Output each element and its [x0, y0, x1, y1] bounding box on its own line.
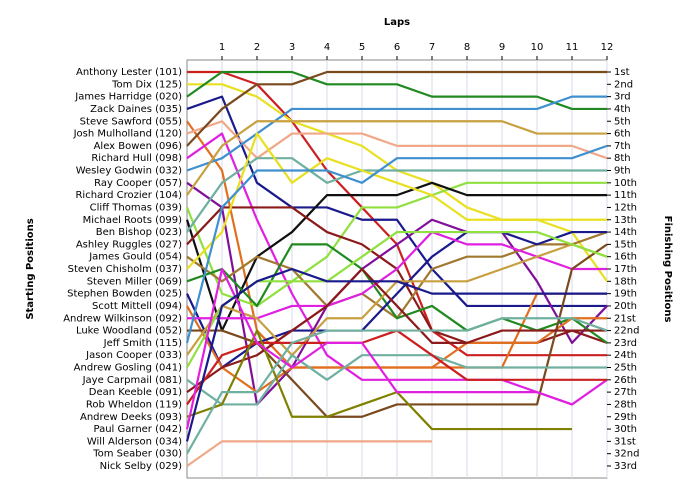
driver-line	[186, 70, 607, 111]
driver-label: Stephen Bowden (025)	[67, 289, 182, 300]
driver-label: Steven Chisholm (037)	[68, 264, 182, 275]
y2-tick-label: 1st	[614, 67, 630, 78]
y2-tick-label: 17th	[614, 264, 637, 275]
y2-tick-label: 31st	[614, 436, 636, 447]
y2-tick-label: 22nd	[614, 326, 639, 337]
driver-label: Ben Bishop (023)	[96, 227, 182, 238]
y2-tick-label: 11th	[614, 190, 637, 201]
y2-tick-label: 26th	[614, 375, 637, 386]
driver-label: James Gould (054)	[88, 252, 182, 263]
y2-tick-label: 13th	[614, 215, 637, 226]
y2-tick-label: 33rd	[614, 461, 637, 472]
driver-line	[186, 120, 607, 196]
y2-axis-label: Finishing Positions	[662, 216, 673, 323]
y2-tick-label: 6th	[614, 129, 631, 140]
y-axis-label: Starting Positions	[25, 218, 36, 319]
driver-label: Dean Keeble (091)	[89, 387, 182, 398]
y2-tick-label: 21st	[614, 313, 636, 324]
driver-label: Nick Selby (029)	[100, 461, 182, 472]
y2-tick-label: 4th	[614, 104, 631, 115]
x-tick-label: 12	[601, 42, 614, 53]
driver-label: Andrew Wilkinson (092)	[63, 313, 182, 324]
driver-label: Richard Crozier (104)	[75, 190, 182, 201]
x-tick-label: 2	[254, 42, 260, 53]
driver-line	[186, 317, 608, 455]
y2-tick-label: 7th	[614, 141, 631, 152]
driver-label: Luke Woodland (052)	[76, 326, 182, 337]
y2-tick-label: 15th	[614, 239, 637, 250]
driver-label: Will Alderson (034)	[87, 436, 182, 447]
y2-tick-label: 5th	[614, 116, 631, 127]
y2-tick-label: 32nd	[614, 449, 639, 460]
x-tick-label: 8	[464, 42, 470, 53]
chart-title: Laps	[384, 17, 410, 28]
driver-label: James Harridge (020)	[74, 92, 182, 103]
y2-tick-label: 28th	[614, 399, 637, 410]
driver-label: Andrew Deeks (093)	[80, 412, 182, 423]
y2-tick-label: 24th	[614, 350, 637, 361]
driver-label: Scott Mittell (094)	[92, 301, 182, 312]
y2-tick-label: 14th	[614, 227, 637, 238]
driver-line	[186, 354, 607, 406]
driver-line	[185, 144, 608, 344]
driver-label: Wesley Godwin (032)	[76, 166, 182, 177]
driver-line	[186, 95, 607, 308]
x-tick-label: 3	[289, 42, 295, 53]
x-tick-label: 1	[219, 42, 225, 53]
driver-label: Zack Daines (035)	[90, 104, 182, 115]
driver-line	[186, 440, 432, 467]
x-tick-label: 7	[429, 42, 435, 53]
y2-tick-label: 9th	[614, 166, 631, 177]
driver-line	[185, 267, 573, 430]
driver-line	[186, 70, 607, 147]
driver-label: Rob Wheldon (119)	[86, 399, 182, 410]
y2-tick-label: 3rd	[614, 92, 631, 103]
driver-label: Tom Dix (125)	[111, 79, 182, 90]
driver-label: Jeff Smith (115)	[103, 338, 182, 349]
driver-label: Andrew Gosling (041)	[74, 363, 182, 374]
driver-label: Alex Bowen (096)	[94, 141, 183, 152]
driver-label: Cliff Thomas (039)	[90, 202, 182, 213]
driver-label: Richard Hull (098)	[91, 153, 182, 164]
driver-label: Jaye Carpmail (081)	[82, 375, 182, 386]
y2-tick-label: 16th	[614, 252, 637, 263]
y2-tick-label: 18th	[614, 276, 637, 287]
driver-label: Ray Cooper (057)	[94, 178, 182, 189]
y2-tick-label: 2nd	[614, 79, 633, 90]
driver-line	[185, 267, 607, 442]
y2-tick-label: 25th	[614, 363, 637, 374]
y2-tick-label: 30th	[614, 424, 637, 435]
driver-label: Paul Garner (042)	[94, 424, 183, 435]
x-tick-label: 4	[324, 42, 330, 53]
y2-tick-label: 27th	[614, 387, 637, 398]
y2-tick-label: 20th	[614, 301, 637, 312]
x-tick-label: 9	[499, 42, 505, 53]
driver-label: Michael Roots (099)	[83, 215, 183, 226]
x-tick-label: 6	[394, 42, 400, 53]
driver-label: Steven Miller (069)	[87, 276, 182, 287]
driver-line	[186, 329, 572, 431]
x-tick-label: 11	[566, 42, 579, 53]
driver-label: Ashley Ruggles (027)	[76, 239, 182, 250]
driver-label: Steve Sawford (055)	[80, 116, 182, 127]
driver-label: Josh Mulholland (120)	[73, 129, 183, 140]
driver-line	[186, 267, 607, 394]
y2-tick-label: 10th	[614, 178, 637, 189]
driver-line	[186, 132, 607, 270]
x-tick-label: 10	[531, 42, 544, 53]
driver-label: Tom Seaber (030)	[92, 449, 182, 460]
x-tick-label: 5	[359, 42, 365, 53]
driver-line	[186, 157, 607, 233]
driver-label: Jason Cooper (033)	[85, 350, 182, 361]
driver-label: Anthony Lester (101)	[76, 67, 182, 78]
y2-tick-label: 12th	[614, 202, 637, 213]
y2-tick-label: 23rd	[614, 338, 637, 349]
y2-tick-label: 19th	[614, 289, 637, 300]
y2-tick-label: 8th	[614, 153, 631, 164]
y2-tick-label: 29th	[614, 412, 637, 423]
